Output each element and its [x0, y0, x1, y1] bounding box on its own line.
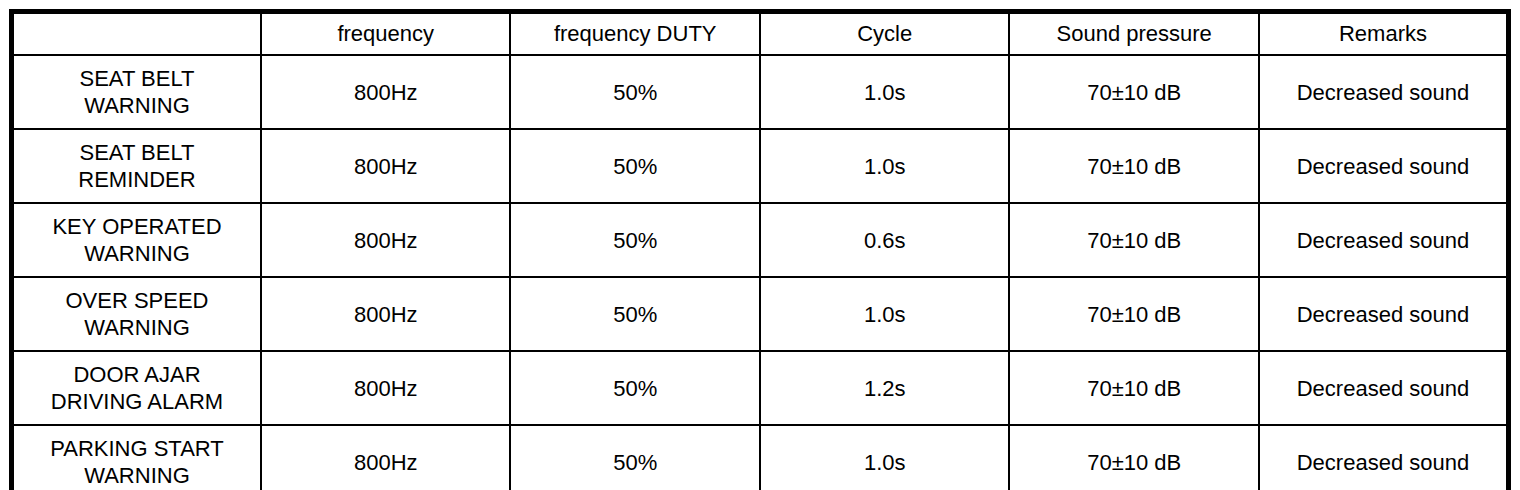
- cell-duty: 50%: [510, 129, 759, 203]
- cell-name: SEAT BELT WARNING: [12, 55, 261, 129]
- table-row-key-operated-warning: KEY OPERATED WARNING 800Hz 50% 0.6s 70±1…: [12, 203, 1509, 277]
- cell-frequency: 800Hz: [261, 351, 510, 425]
- header-cell-frequency-duty: frequency DUTY: [510, 12, 759, 56]
- cell-cycle: 1.2s: [760, 351, 1009, 425]
- cell-name: SEAT BELT REMINDER: [12, 129, 261, 203]
- table-row-door-ajar-driving-alarm: DOOR AJAR DRIVING ALARM 800Hz 50% 1.2s 7…: [12, 351, 1509, 425]
- header-cell-sound-pressure: Sound pressure: [1009, 12, 1258, 56]
- warning-sound-spec-table: frequency frequency DUTY Cycle Sound pre…: [9, 9, 1511, 490]
- cell-duty: 50%: [510, 55, 759, 129]
- cell-name: PARKING START WARNING: [12, 425, 261, 490]
- table-row-seat-belt-warning: SEAT BELT WARNING 800Hz 50% 1.0s 70±10 d…: [12, 55, 1509, 129]
- cell-frequency: 800Hz: [261, 277, 510, 351]
- header-cell-frequency: frequency: [261, 12, 510, 56]
- table-row-seat-belt-reminder: SEAT BELT REMINDER 800Hz 50% 1.0s 70±10 …: [12, 129, 1509, 203]
- cell-remarks: Decreased sound: [1259, 277, 1509, 351]
- cell-sound-pressure: 70±10 dB: [1009, 277, 1258, 351]
- table-header: frequency frequency DUTY Cycle Sound pre…: [12, 12, 1509, 56]
- cell-remarks: Decreased sound: [1259, 351, 1509, 425]
- header-cell-remarks: Remarks: [1259, 12, 1509, 56]
- cell-name: KEY OPERATED WARNING: [12, 203, 261, 277]
- cell-frequency: 800Hz: [261, 129, 510, 203]
- cell-duty: 50%: [510, 277, 759, 351]
- cell-duty: 50%: [510, 351, 759, 425]
- cell-name: DOOR AJAR DRIVING ALARM: [12, 351, 261, 425]
- cell-frequency: 800Hz: [261, 203, 510, 277]
- header-cell-cycle: Cycle: [760, 12, 1009, 56]
- document-page: frequency frequency DUTY Cycle Sound pre…: [0, 0, 1520, 490]
- header-cell-name: [12, 12, 261, 56]
- cell-remarks: Decreased sound: [1259, 129, 1509, 203]
- table-row-parking-start-warning: PARKING START WARNING 800Hz 50% 1.0s 70±…: [12, 425, 1509, 490]
- cell-cycle: 1.0s: [760, 277, 1009, 351]
- cell-remarks: Decreased sound: [1259, 203, 1509, 277]
- cell-frequency: 800Hz: [261, 55, 510, 129]
- cell-sound-pressure: 70±10 dB: [1009, 129, 1258, 203]
- cell-sound-pressure: 70±10 dB: [1009, 351, 1258, 425]
- cell-name: OVER SPEED WARNING: [12, 277, 261, 351]
- cell-frequency: 800Hz: [261, 425, 510, 490]
- cell-remarks: Decreased sound: [1259, 55, 1509, 129]
- cell-cycle: 1.0s: [760, 425, 1009, 490]
- cell-cycle: 1.0s: [760, 55, 1009, 129]
- table-row-over-speed-warning: OVER SPEED WARNING 800Hz 50% 1.0s 70±10 …: [12, 277, 1509, 351]
- cell-cycle: 0.6s: [760, 203, 1009, 277]
- cell-sound-pressure: 70±10 dB: [1009, 203, 1258, 277]
- table-body: SEAT BELT WARNING 800Hz 50% 1.0s 70±10 d…: [12, 55, 1509, 490]
- cell-duty: 50%: [510, 203, 759, 277]
- cell-sound-pressure: 70±10 dB: [1009, 425, 1258, 490]
- cell-duty: 50%: [510, 425, 759, 490]
- cell-remarks: Decreased sound: [1259, 425, 1509, 490]
- cell-sound-pressure: 70±10 dB: [1009, 55, 1258, 129]
- cell-cycle: 1.0s: [760, 129, 1009, 203]
- header-row: frequency frequency DUTY Cycle Sound pre…: [12, 12, 1509, 56]
